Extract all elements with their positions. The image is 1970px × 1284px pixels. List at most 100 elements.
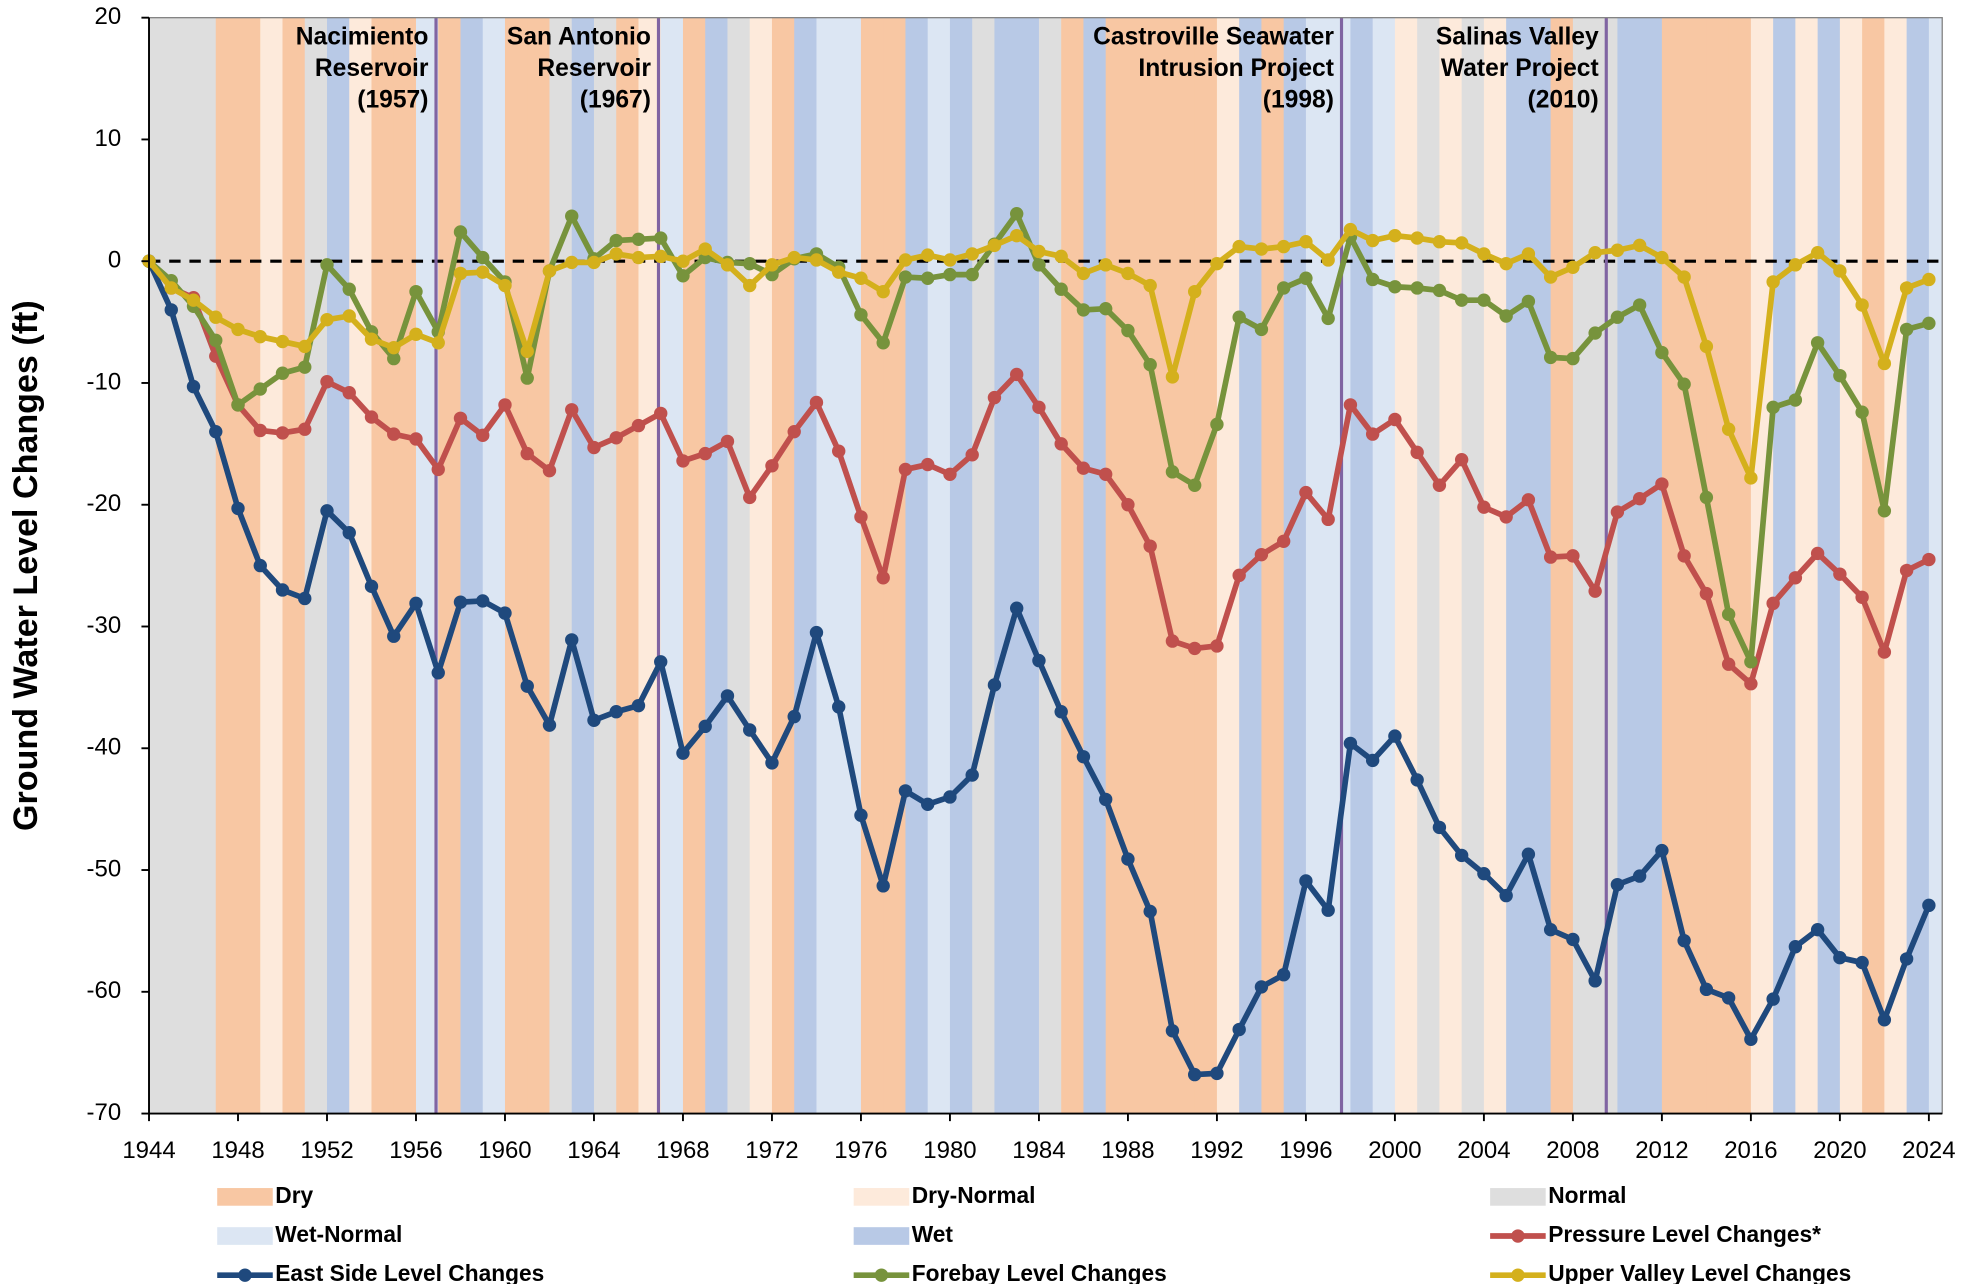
- data-point: [1321, 253, 1335, 267]
- data-point: [409, 596, 423, 611]
- data-point: [965, 768, 979, 782]
- data-point: [1254, 980, 1269, 994]
- data-point: [1810, 923, 1825, 937]
- data-point: [253, 423, 267, 438]
- data-point: [1321, 311, 1335, 326]
- legend-label: Dry-Normal: [912, 1182, 1036, 1208]
- data-point: [1610, 310, 1625, 324]
- data-point: [676, 254, 690, 268]
- data-point: [1365, 427, 1380, 441]
- year-band: [949, 17, 973, 1114]
- data-point: [921, 248, 935, 262]
- data-point: [1766, 275, 1780, 289]
- x-tick-label: 1968: [656, 1137, 709, 1164]
- year-band: [1417, 17, 1440, 1114]
- data-point: [1009, 207, 1024, 221]
- data-point: [387, 351, 401, 366]
- x-tick-label: 1960: [478, 1137, 531, 1164]
- year-band: [438, 17, 461, 1114]
- data-point: [1388, 412, 1402, 427]
- legend-marker: [1511, 1229, 1525, 1243]
- data-point: [1922, 272, 1936, 287]
- event-label: (2010): [1528, 87, 1599, 114]
- data-point: [275, 366, 290, 380]
- x-tick-label: 2012: [1635, 1137, 1688, 1164]
- event-label: Reservoir: [537, 55, 651, 82]
- year-band: [749, 17, 773, 1114]
- legend-label: Wet: [912, 1221, 954, 1247]
- legend-marker: [238, 1268, 252, 1282]
- event-label: Nacimiento: [296, 23, 429, 50]
- event-label: Intrusion Project: [1138, 55, 1334, 82]
- data-point: [1254, 242, 1269, 256]
- data-point: [832, 444, 846, 458]
- data-point: [520, 344, 534, 359]
- legend-label: Pressure Level Changes*: [1548, 1221, 1821, 1247]
- data-point: [1276, 281, 1291, 295]
- y-tick-label: -30: [87, 612, 122, 639]
- year-band: [1261, 17, 1285, 1114]
- data-point: [1655, 477, 1669, 491]
- x-tick-label: 1996: [1279, 1137, 1332, 1164]
- data-point: [1721, 422, 1736, 436]
- year-band: [460, 17, 484, 1114]
- data-point: [1343, 398, 1358, 412]
- data-point: [854, 271, 868, 285]
- data-point: [1276, 968, 1291, 982]
- year-band: [1350, 17, 1374, 1114]
- data-point: [1121, 852, 1135, 866]
- year-band: [682, 17, 706, 1114]
- data-point: [209, 333, 223, 348]
- data-point: [1877, 504, 1892, 518]
- event-label: Reservoir: [315, 55, 429, 82]
- data-point: [342, 526, 356, 540]
- year-band: [927, 17, 951, 1114]
- data-point: [1076, 461, 1091, 475]
- data-point: [1388, 729, 1402, 743]
- data-point: [631, 418, 646, 433]
- x-tick-label: 2004: [1457, 1137, 1510, 1164]
- data-point: [1655, 345, 1669, 360]
- year-band: [994, 17, 1018, 1114]
- data-point: [787, 250, 801, 265]
- data-point: [1655, 250, 1669, 265]
- year-band: [571, 17, 595, 1114]
- data-point: [876, 879, 890, 893]
- data-point: [1721, 657, 1736, 671]
- data-point: [1432, 478, 1447, 492]
- year-band: [1617, 17, 1641, 1114]
- data-point: [1588, 974, 1602, 988]
- data-point: [520, 679, 534, 693]
- data-point: [1632, 491, 1647, 506]
- data-point: [1899, 563, 1914, 578]
- event-label: Salinas Valley: [1436, 23, 1599, 50]
- data-point: [1210, 417, 1224, 432]
- data-point: [1744, 655, 1758, 669]
- year-band: [1750, 17, 1774, 1114]
- data-point: [1343, 736, 1358, 751]
- data-point: [1788, 393, 1803, 407]
- data-point: [1766, 596, 1780, 611]
- data-point: [809, 625, 824, 640]
- data-point: [921, 271, 935, 285]
- data-point: [1410, 231, 1424, 245]
- x-tick-label: 2020: [1813, 1137, 1866, 1164]
- data-point: [476, 265, 490, 279]
- legend-marker: [874, 1268, 889, 1282]
- data-point: [1744, 1032, 1758, 1046]
- year-band: [282, 17, 306, 1114]
- year-band: [1461, 17, 1485, 1114]
- data-point: [542, 718, 557, 732]
- x-tick-label: 1984: [1012, 1137, 1065, 1164]
- data-point: [231, 398, 245, 412]
- data-point: [186, 293, 201, 307]
- data-point: [720, 258, 735, 272]
- legend-swatch: [853, 1227, 910, 1245]
- year-band: [326, 17, 350, 1114]
- data-point: [476, 428, 490, 443]
- data-point: [1454, 452, 1469, 467]
- event-label: Water Project: [1441, 55, 1599, 82]
- data-point: [231, 322, 245, 337]
- data-point: [1165, 465, 1180, 479]
- data-point: [1054, 705, 1068, 719]
